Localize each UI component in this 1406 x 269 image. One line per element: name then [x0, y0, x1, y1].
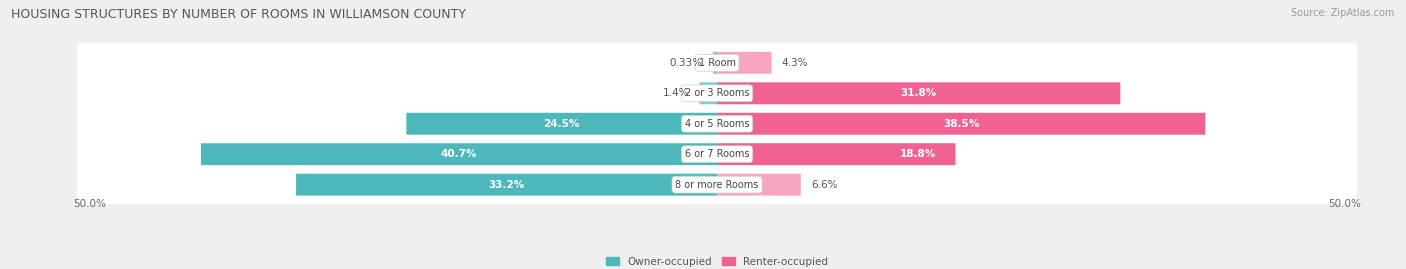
Text: 2 or 3 Rooms: 2 or 3 Rooms [685, 88, 749, 98]
FancyBboxPatch shape [717, 52, 772, 74]
FancyBboxPatch shape [77, 132, 1357, 177]
Text: 18.8%: 18.8% [900, 149, 936, 159]
FancyBboxPatch shape [77, 40, 1357, 86]
FancyBboxPatch shape [717, 174, 801, 196]
FancyBboxPatch shape [77, 101, 1357, 147]
Text: 40.7%: 40.7% [440, 149, 477, 159]
FancyBboxPatch shape [77, 101, 1357, 146]
FancyBboxPatch shape [201, 143, 717, 165]
FancyBboxPatch shape [77, 40, 1357, 85]
FancyBboxPatch shape [406, 113, 717, 135]
Text: 4 or 5 Rooms: 4 or 5 Rooms [685, 119, 749, 129]
Legend: Owner-occupied, Renter-occupied: Owner-occupied, Renter-occupied [606, 257, 828, 267]
FancyBboxPatch shape [77, 161, 1357, 208]
Text: 50.0%: 50.0% [1329, 199, 1361, 210]
Text: 31.8%: 31.8% [901, 88, 936, 98]
FancyBboxPatch shape [77, 162, 1357, 207]
FancyBboxPatch shape [297, 174, 717, 196]
Text: 4.3%: 4.3% [782, 58, 808, 68]
Text: HOUSING STRUCTURES BY NUMBER OF ROOMS IN WILLIAMSON COUNTY: HOUSING STRUCTURES BY NUMBER OF ROOMS IN… [11, 8, 467, 21]
Text: 38.5%: 38.5% [943, 119, 980, 129]
FancyBboxPatch shape [77, 70, 1357, 116]
Text: 24.5%: 24.5% [544, 119, 579, 129]
Text: 1.4%: 1.4% [662, 88, 689, 98]
FancyBboxPatch shape [717, 143, 956, 165]
FancyBboxPatch shape [77, 131, 1357, 177]
Text: 50.0%: 50.0% [73, 199, 105, 210]
Text: 0.33%: 0.33% [669, 58, 703, 68]
FancyBboxPatch shape [717, 82, 1121, 104]
Text: 1 Room: 1 Room [699, 58, 735, 68]
FancyBboxPatch shape [717, 113, 1205, 135]
Text: 6.6%: 6.6% [811, 180, 838, 190]
FancyBboxPatch shape [713, 52, 717, 74]
FancyBboxPatch shape [699, 82, 717, 104]
Text: Source: ZipAtlas.com: Source: ZipAtlas.com [1291, 8, 1395, 18]
Text: 6 or 7 Rooms: 6 or 7 Rooms [685, 149, 749, 159]
Text: 8 or more Rooms: 8 or more Rooms [675, 180, 759, 190]
Text: 33.2%: 33.2% [488, 180, 524, 190]
FancyBboxPatch shape [77, 71, 1357, 116]
